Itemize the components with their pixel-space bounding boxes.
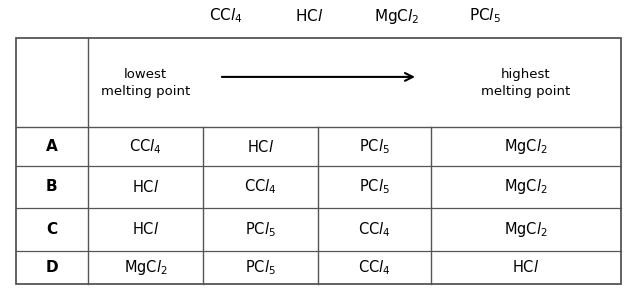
Text: D: D: [46, 260, 58, 275]
Text: $\mathregular{CC}\mathit{l}_4$: $\mathregular{CC}\mathit{l}_4$: [358, 220, 391, 239]
Text: $\mathregular{MgC}\mathit{l}_2$: $\mathregular{MgC}\mathit{l}_2$: [504, 220, 547, 239]
Text: $\mathregular{HC}\mathit{l}$: $\mathregular{HC}\mathit{l}$: [247, 139, 274, 154]
Text: C: C: [46, 222, 57, 237]
Text: $\mathregular{HC}\mathit{l}$: $\mathregular{HC}\mathit{l}$: [132, 221, 159, 237]
Text: $\mathregular{PC}\mathit{l}_5$: $\mathregular{PC}\mathit{l}_5$: [469, 7, 500, 25]
Text: $\mathregular{HC}\mathit{l}$: $\mathregular{HC}\mathit{l}$: [132, 179, 159, 195]
Text: $\mathregular{PC}\mathit{l}_5$: $\mathregular{PC}\mathit{l}_5$: [359, 137, 389, 156]
Text: B: B: [46, 179, 58, 194]
Bar: [16, 38, 621, 284]
Text: $\mathregular{PC}\mathit{l}_5$: $\mathregular{PC}\mathit{l}_5$: [359, 178, 389, 196]
Text: A: A: [46, 139, 58, 154]
Text: $\mathregular{CC}\mathit{l}_4$: $\mathregular{CC}\mathit{l}_4$: [129, 137, 162, 156]
Text: $\mathregular{PC}\mathit{l}_5$: $\mathregular{PC}\mathit{l}_5$: [245, 220, 276, 239]
Text: $\mathregular{MgC}\mathit{l}_2$: $\mathregular{MgC}\mathit{l}_2$: [504, 177, 547, 196]
Text: $\mathregular{HC}\mathit{l}$: $\mathregular{HC}\mathit{l}$: [295, 8, 323, 24]
Text: $\mathregular{MgC}\mathit{l}_2$: $\mathregular{MgC}\mathit{l}_2$: [374, 7, 420, 25]
Text: $\mathregular{MgC}\mathit{l}_2$: $\mathregular{MgC}\mathit{l}_2$: [504, 137, 547, 156]
Text: $\mathregular{CC}\mathit{l}_4$: $\mathregular{CC}\mathit{l}_4$: [358, 258, 391, 277]
Text: $\mathregular{PC}\mathit{l}_5$: $\mathregular{PC}\mathit{l}_5$: [245, 258, 276, 277]
Text: $\mathregular{MgC}\mathit{l}_2$: $\mathregular{MgC}\mathit{l}_2$: [124, 258, 167, 277]
Text: $\mathregular{HC}\mathit{l}$: $\mathregular{HC}\mathit{l}$: [512, 259, 539, 275]
Text: lowest
melting point: lowest melting point: [101, 68, 190, 98]
Text: $\mathregular{CC}\mathit{l}_4$: $\mathregular{CC}\mathit{l}_4$: [244, 178, 277, 196]
Text: highest
melting point: highest melting point: [481, 68, 570, 98]
Text: $\mathregular{CC}\mathit{l}_4$: $\mathregular{CC}\mathit{l}_4$: [209, 7, 242, 25]
